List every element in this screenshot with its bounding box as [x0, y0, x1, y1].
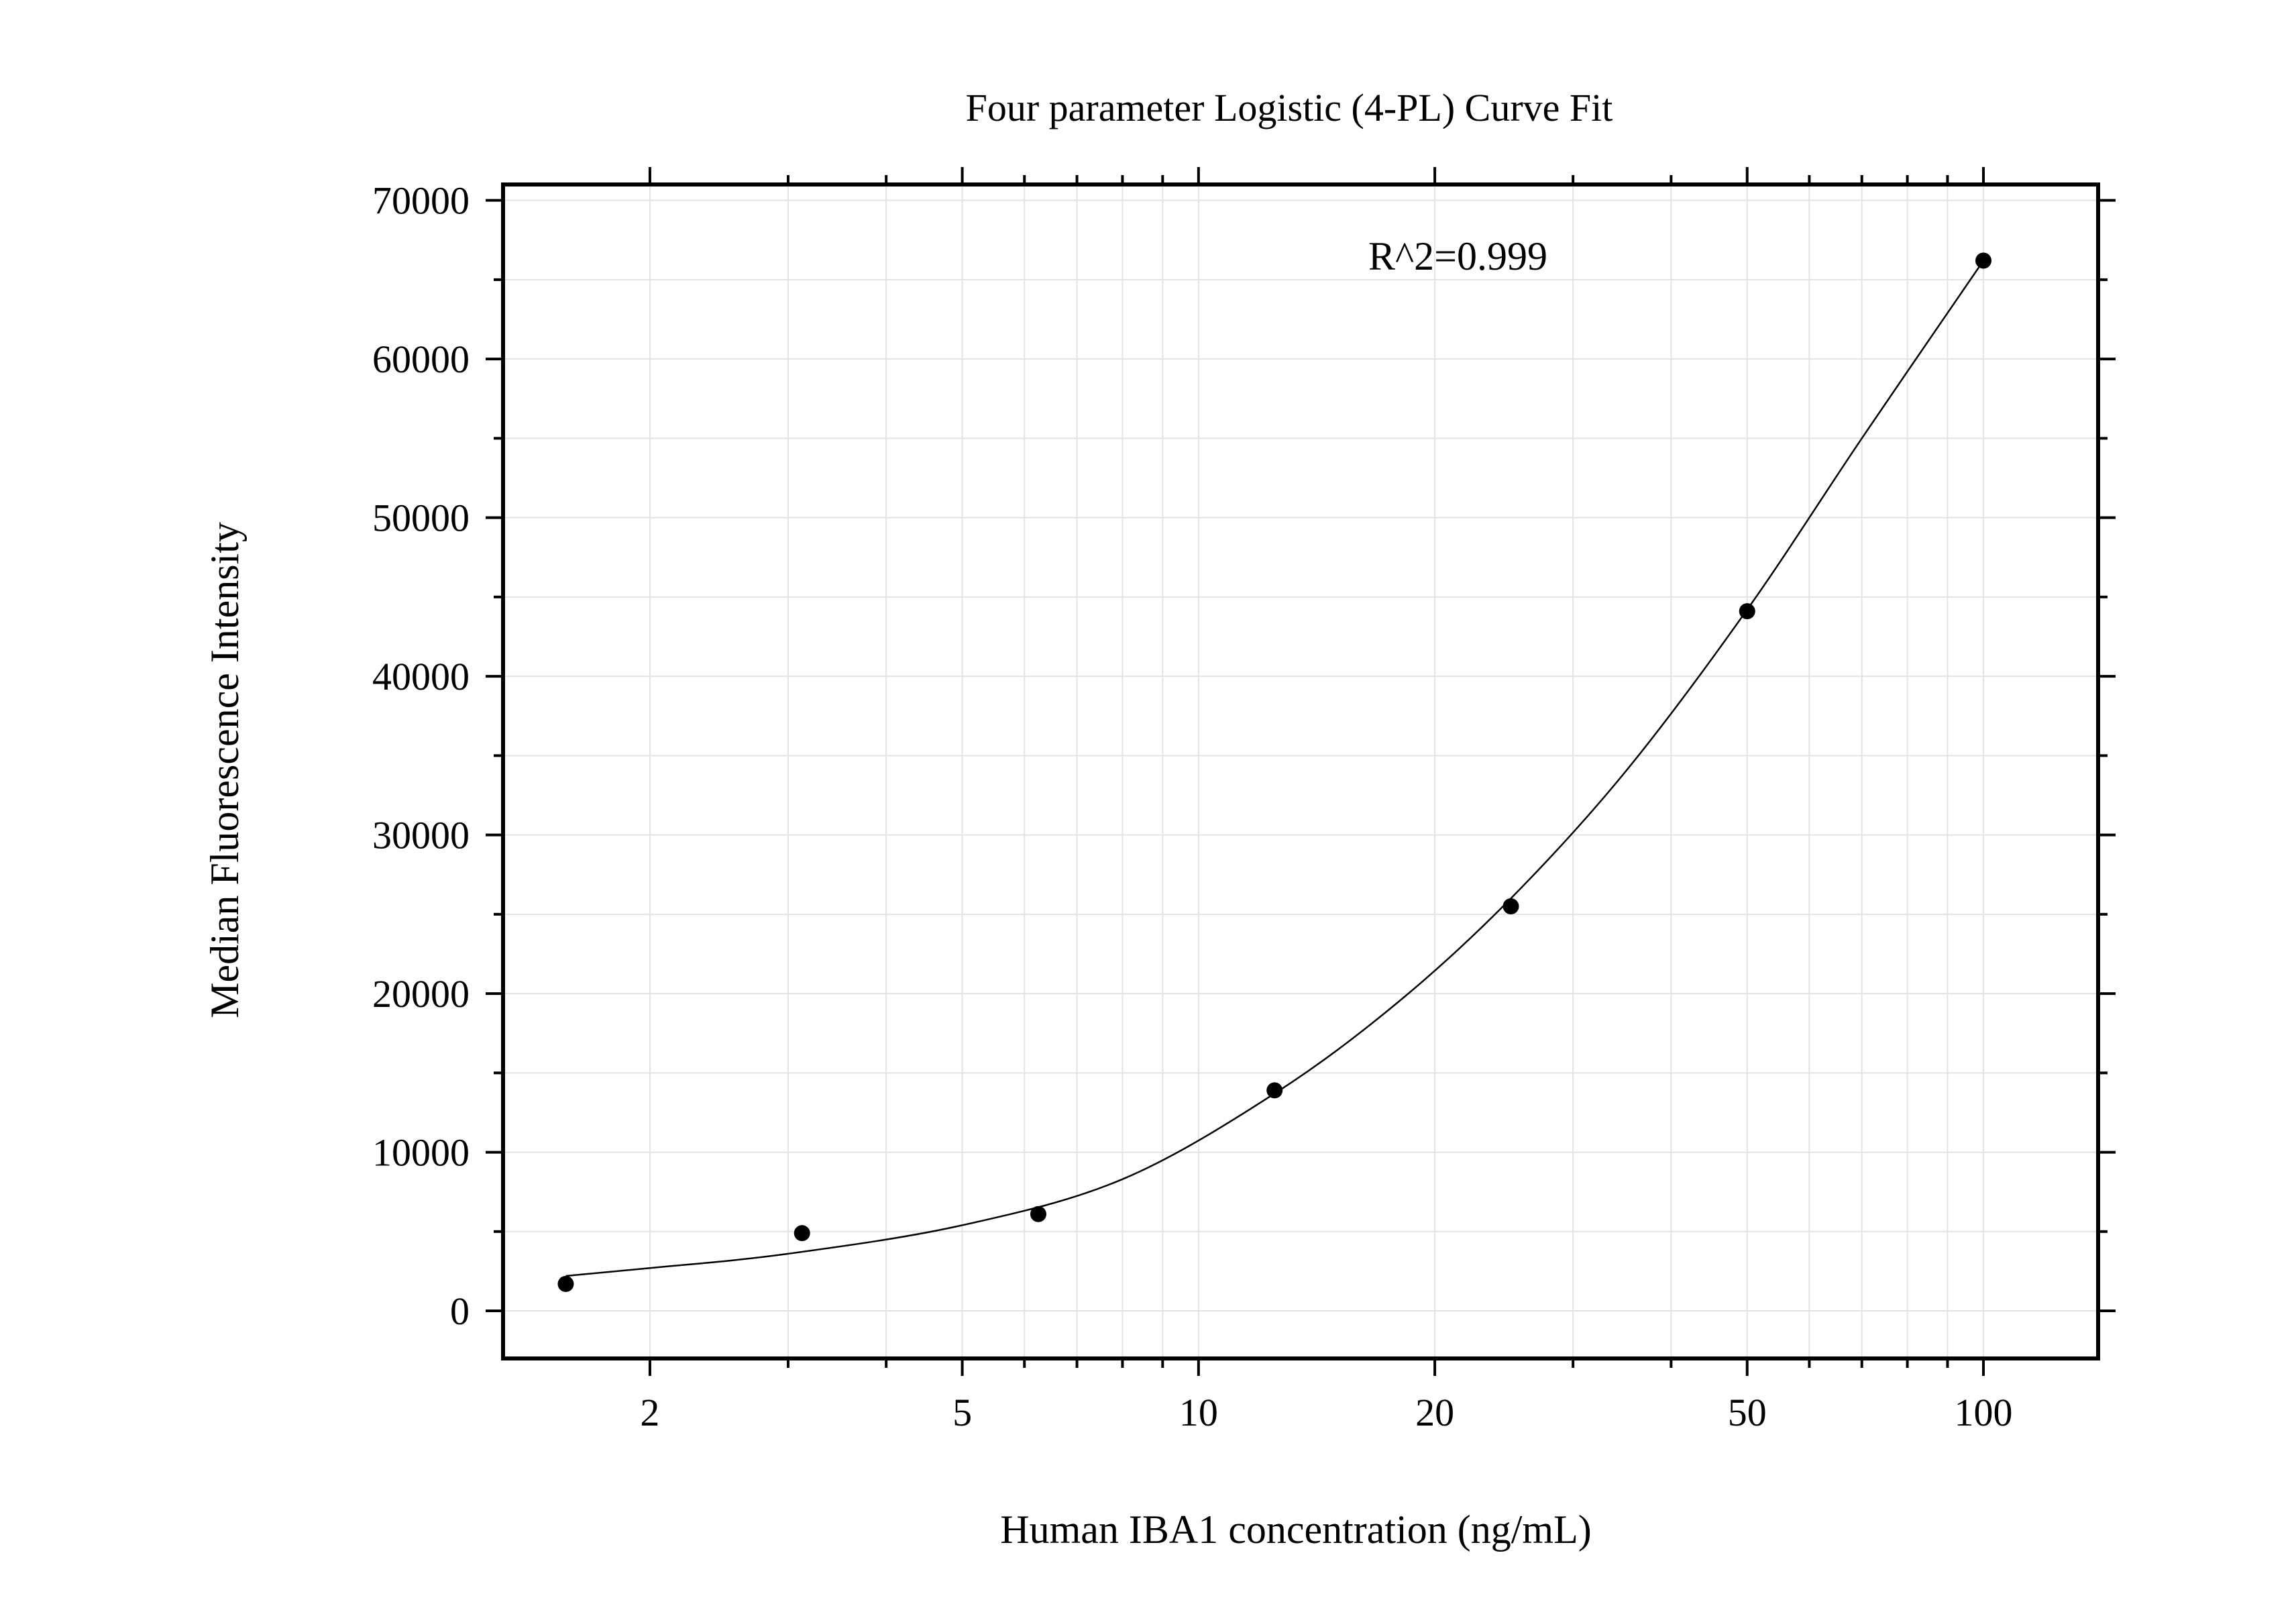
data-points: [557, 252, 1992, 1292]
data-point: [1975, 252, 1992, 269]
data-point: [1739, 603, 1755, 620]
data-point: [557, 1275, 574, 1292]
x-tick-label: 20: [1415, 1391, 1454, 1434]
y-tick-label: 50000: [372, 496, 470, 540]
data-point: [794, 1225, 810, 1242]
y-tick-label: 10000: [372, 1131, 470, 1175]
y-tick-label: 0: [450, 1289, 470, 1333]
x-tick-label: 50: [1728, 1391, 1767, 1434]
chart-title: Four parameter Logistic (4-PL) Curve Fit: [966, 86, 1613, 129]
data-point: [1502, 898, 1519, 915]
x-tick-label: 10: [1179, 1391, 1218, 1434]
grid: [503, 184, 2098, 1358]
x-tick-label: 100: [1955, 1391, 2013, 1434]
data-point: [1030, 1206, 1046, 1222]
x-axis-label: Human IBA1 concentration (ng/mL): [1000, 1507, 1591, 1552]
x-tick-label: 5: [952, 1391, 972, 1434]
fit-curve: [565, 260, 1985, 1277]
y-tick-label: 30000: [372, 814, 470, 857]
r-squared-annotation: R^2=0.999: [1368, 234, 1547, 278]
tick-labels: 2 5 10 20 50 100 0 10000 20000 30000 40000 50000 600…: [372, 179, 2013, 1434]
x-tick-label: 2: [640, 1391, 659, 1434]
plot-frame: [501, 182, 2100, 1360]
axis-ticks: [486, 167, 2116, 1376]
data-point: [1266, 1082, 1283, 1099]
y-tick-label: 40000: [372, 655, 470, 698]
y-tick-label: 20000: [372, 972, 470, 1016]
y-tick-label: 60000: [372, 337, 470, 381]
y-axis-label: Median Fluorescence Intensity: [203, 522, 247, 1018]
y-tick-label: 70000: [372, 179, 470, 223]
